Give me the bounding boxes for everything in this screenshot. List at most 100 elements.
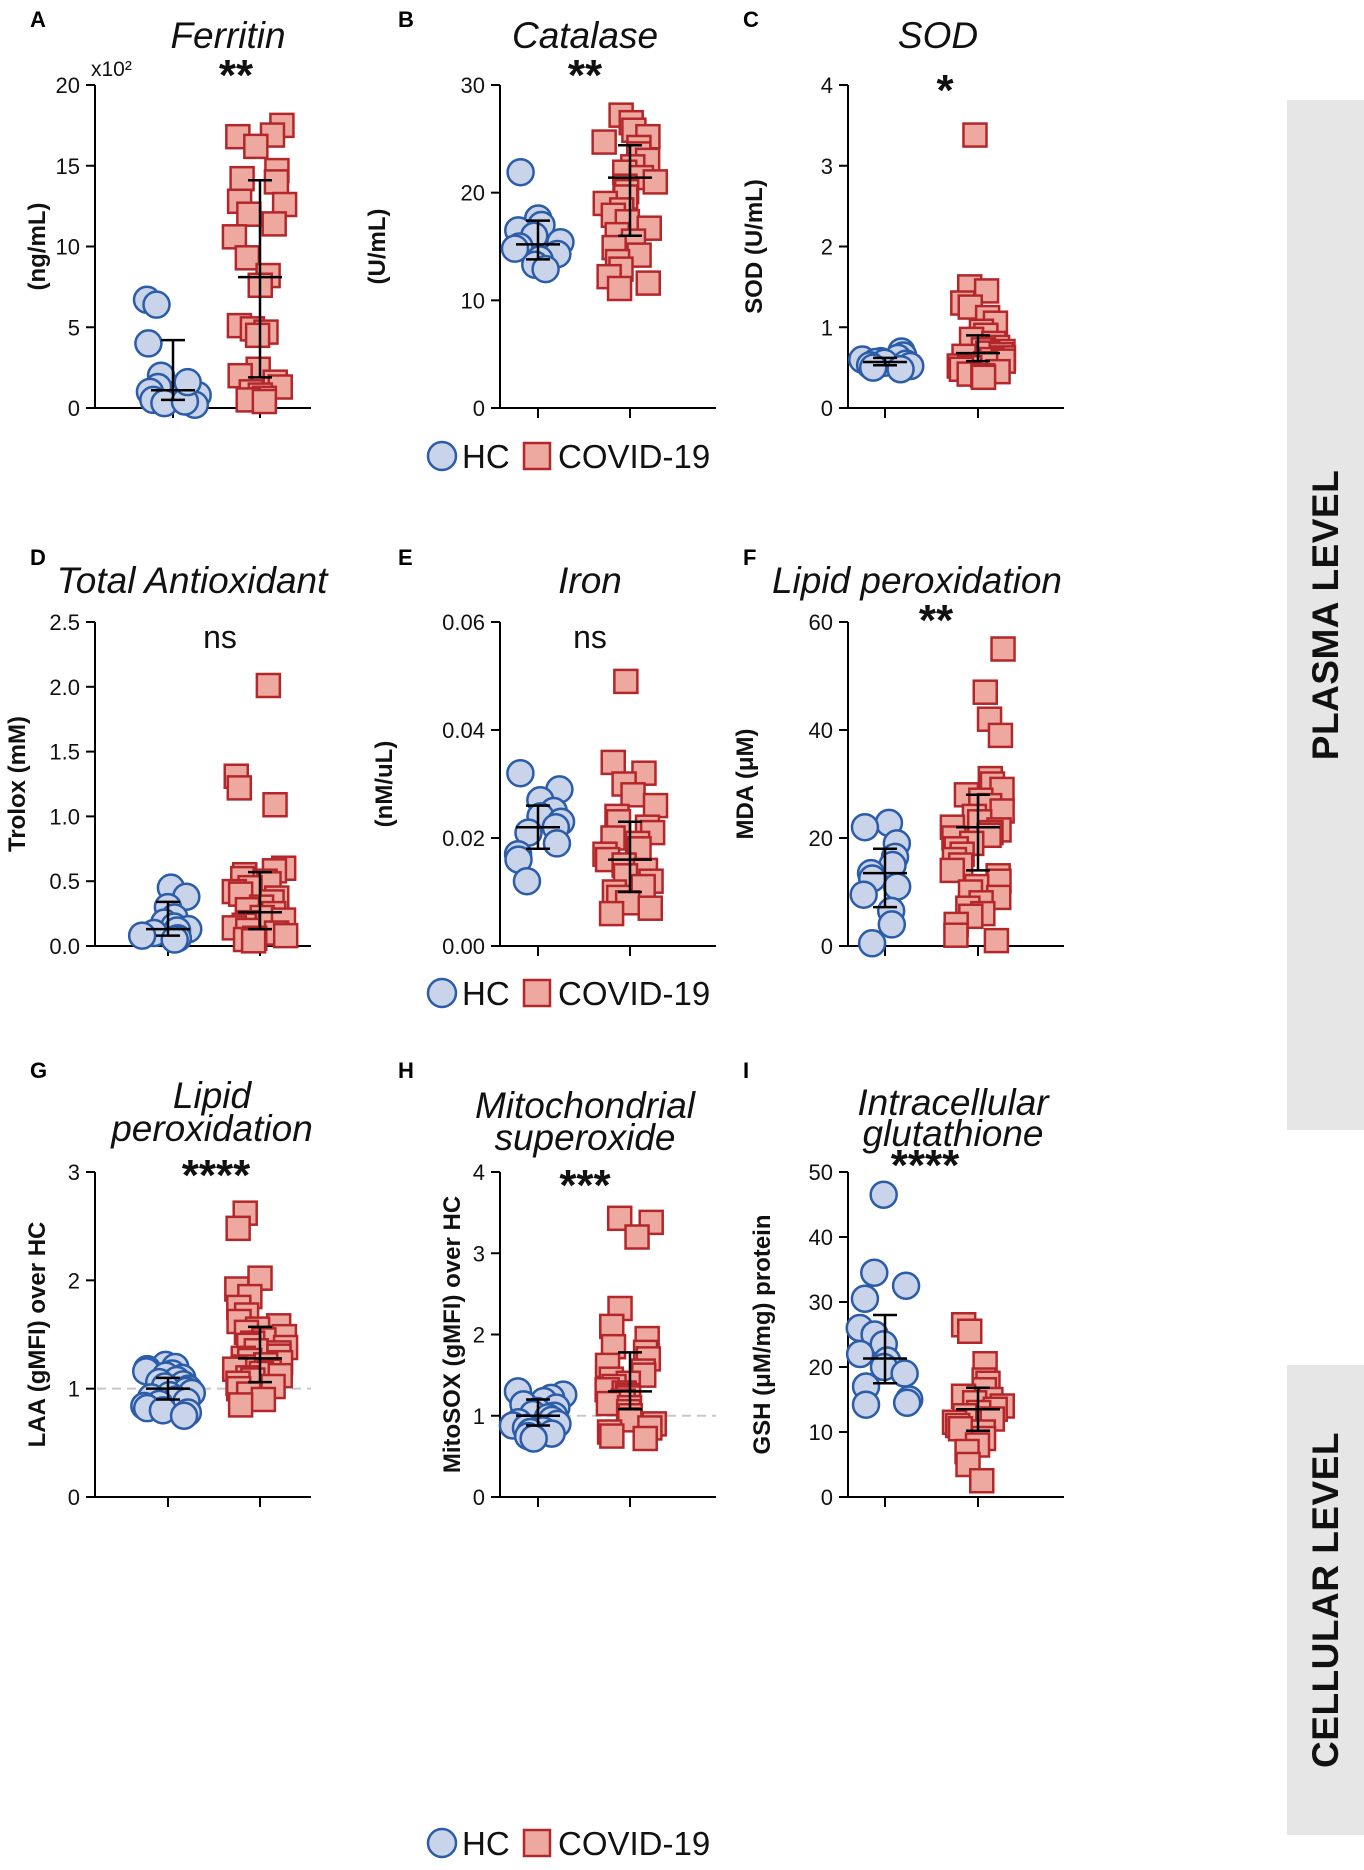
panel-b-covid-point	[635, 270, 662, 296]
panel-b-title: Catalase	[512, 15, 658, 56]
panel-i-hc-point	[891, 1271, 921, 1300]
panel-h-covid-point	[632, 1425, 658, 1452]
panel-g-y-tick-label: 0	[68, 1485, 80, 1510]
panel-a-hc-point	[134, 329, 163, 358]
panel-b-significance: **	[568, 51, 603, 100]
panel-f-y-label: MDA (μM)	[732, 728, 759, 839]
legend-2-hc-label: HC	[462, 975, 510, 1012]
panel-i-covid-point	[956, 1318, 983, 1344]
panel-c-y-tick-label: 1	[821, 315, 833, 340]
legend-3-hc-label: HC	[462, 1825, 510, 1862]
panel-f-covid-point	[972, 679, 999, 705]
panel-g-hc-point	[169, 1401, 199, 1430]
legend-3-covid-label: COVID-19	[558, 1825, 710, 1862]
panel-e-y-tick-label: 0.00	[442, 934, 485, 959]
panel-f-y-tick-label: 40	[809, 718, 833, 743]
panel-c-y-tick-label: 4	[821, 73, 833, 98]
panel-d-y-tick-label: 0.0	[49, 934, 80, 959]
legend-1-hc-label: HC	[462, 438, 510, 475]
panel-e-significance: ns	[573, 619, 607, 655]
panel-i-hc-point	[851, 1390, 881, 1419]
panel-i-y-label: GSH (μM/mg) protein	[749, 1215, 776, 1455]
panel-d-y-tick-label: 0.5	[49, 869, 80, 894]
panel-b-hc-point	[500, 234, 530, 263]
panel-g-covid-point	[225, 1215, 251, 1242]
panel-h-hc-point	[519, 1424, 548, 1453]
panel-c-hc-point	[886, 354, 915, 384]
panel-a-hc-point	[173, 367, 202, 397]
legend-1-hc-marker	[426, 440, 458, 472]
panel-e-hc-point	[506, 758, 535, 788]
panel-h-title-line1: Mitochondrial	[475, 1085, 697, 1126]
panel-h-y-tick-label: 3	[473, 1241, 485, 1266]
panel-h-covid-point	[606, 1205, 633, 1232]
panel-a-significance: **	[219, 51, 254, 100]
panel-a-covid-point	[261, 211, 287, 237]
panel-f-letter: F	[743, 545, 756, 570]
panel-i-y-tick-label: 0	[821, 1485, 833, 1510]
panel-c-y-tick-label: 0	[821, 396, 833, 421]
panel-b-covid-point	[606, 275, 633, 302]
panel-c-covid-point	[962, 122, 988, 148]
panel-a-covid-point	[251, 388, 278, 415]
panel-a-covid-point	[244, 322, 271, 349]
panel-d-hc-point	[127, 921, 157, 950]
panel-e-covid-point	[642, 792, 669, 819]
panel-h-y-tick-label: 4	[473, 1160, 485, 1185]
panel-c-letter: C	[743, 7, 759, 32]
panel-g-y-tick-label: 3	[68, 1160, 80, 1185]
panel-c-significance: *	[936, 66, 954, 115]
panel-d-covid-point	[240, 928, 267, 954]
legend-3-hc-marker	[426, 1827, 458, 1859]
panel-d-title: Total Antioxidant	[57, 560, 330, 601]
panel-b-hc-point	[531, 254, 560, 284]
panel-e-hc-point	[512, 866, 542, 896]
panel-e-covid-point	[598, 900, 625, 927]
panel-i-title-line2: glutathione	[862, 1113, 1043, 1154]
panel-d-covid-point	[272, 922, 299, 949]
panel-a-covid-point	[263, 169, 290, 195]
legend-2-covid-label: COVID-19	[558, 975, 710, 1012]
panel-a-scale-note: x10²	[91, 58, 132, 81]
panel-e-y-tick-label: 0.06	[442, 610, 485, 635]
panel-b-y-label: (U/mL)	[364, 209, 391, 285]
panel-a-covid-point	[221, 224, 248, 250]
panel-e-covid-point	[600, 749, 627, 776]
panel-f-covid-point	[990, 636, 1016, 662]
panel-g-y-tick-label: 1	[68, 1377, 80, 1402]
panel-f-hc-point	[857, 929, 887, 958]
panel-b-covid-point	[642, 169, 669, 195]
panel-a-letter: A	[30, 7, 46, 32]
panel-c-title: SOD	[898, 15, 978, 56]
panel-d-hc-point	[160, 925, 189, 954]
panel-a-title: Ferritin	[170, 15, 285, 56]
panel-f-y-tick-label: 60	[809, 610, 833, 635]
panel-d-covid-point	[262, 791, 288, 818]
panel-e-covid-point	[613, 668, 639, 695]
panel-h-y-tick-label: 1	[473, 1404, 485, 1429]
panel-h-y-tick-label: 2	[473, 1323, 485, 1348]
panel-g-significance: ****	[182, 1151, 251, 1200]
panel-a-y-tick-label: 0	[68, 396, 80, 421]
panel-i-y-tick-label: 20	[809, 1355, 833, 1380]
panel-i-y-tick-label: 40	[809, 1225, 833, 1250]
panel-c-y-tick-label: 3	[821, 154, 833, 179]
panel-d-covid-point	[226, 775, 253, 801]
panel-g-title-line2: peroxidation	[110, 1108, 313, 1149]
panel-i-significance: ****	[891, 1141, 960, 1190]
panel-e-y-tick-label: 0.02	[442, 826, 485, 851]
panel-c-y-label: SOD (U/mL)	[741, 179, 768, 314]
panel-a-covid-point	[229, 165, 255, 192]
panel-h-significance: ***	[559, 1161, 611, 1210]
panel-d-significance: ns	[203, 619, 237, 655]
panel-d-y-tick-label: 2.0	[49, 675, 80, 700]
panel-a-y-tick-label: 10	[56, 235, 80, 260]
panel-e-hc-point	[542, 829, 572, 858]
panel-i-hc-point	[845, 1339, 875, 1369]
panel-e-y-tick-label: 0.04	[442, 718, 485, 743]
panel-g-y-tick-label: 2	[68, 1268, 80, 1293]
panel-b-letter: B	[398, 7, 414, 32]
panel-a-y-tick-label: 15	[56, 154, 80, 179]
panel-d-y-tick-label: 1.0	[49, 804, 80, 829]
panel-c-covid-point	[970, 364, 997, 391]
